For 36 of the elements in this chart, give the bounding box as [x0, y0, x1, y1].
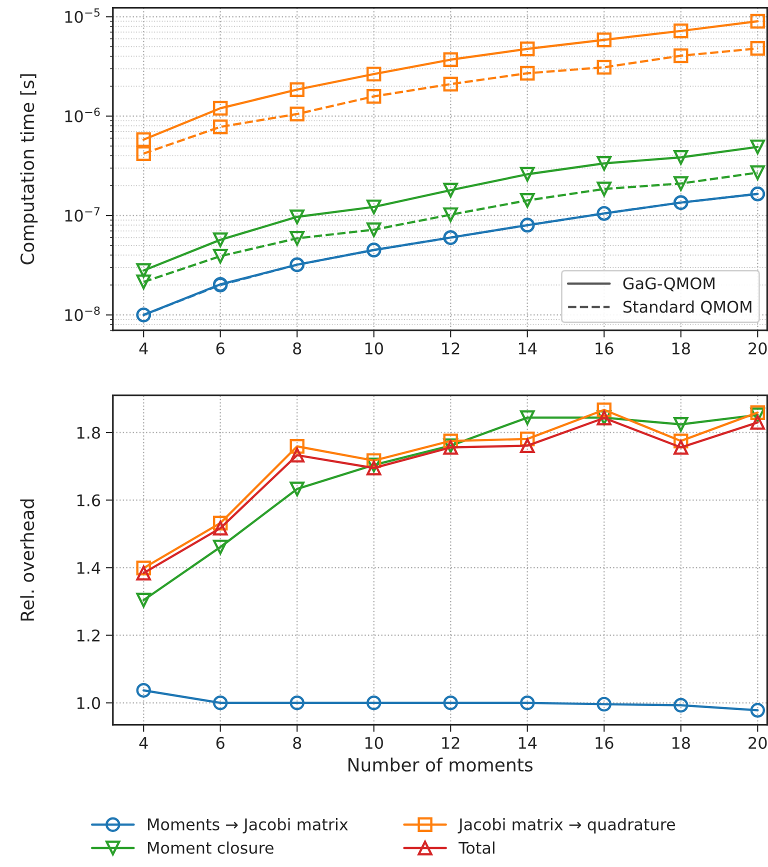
y-tick-label: 10$^{−8}$ [65, 306, 100, 322]
legend-label: GaG-QMOM [623, 277, 714, 292]
x-tick-label: 16 [596, 342, 614, 354]
y-tick-label: 1.6 [77, 494, 100, 506]
legend-label: Total [458, 842, 494, 854]
x-tick-label: 14 [518, 737, 537, 749]
x-tick-label: 14 [518, 342, 537, 354]
x-tick-label: 20 [748, 736, 767, 749]
y-tick-label: 1.0 [77, 697, 100, 710]
x-tick-label: 20 [748, 342, 767, 354]
x-tick-label: 8 [293, 342, 302, 354]
x-tick-label: 6 [216, 342, 224, 354]
x-tick-label: 12 [442, 342, 460, 354]
legend-label: Jacobi matrix → quadrature [458, 818, 676, 834]
legend-label: Standard QMOM [623, 300, 752, 315]
x-axis-title: Number of moments [348, 758, 533, 772]
y-tick-label: 1.8 [77, 426, 100, 439]
legend-label: Moment closure [148, 842, 274, 854]
y-axis-title: Computation time [s] [20, 74, 38, 264]
y-tick-label: 10$^{−5}$ [65, 8, 100, 23]
x-tick-label: 12 [442, 736, 460, 749]
x-tick-label: 10 [365, 342, 383, 354]
x-tick-label: 4 [139, 737, 148, 749]
legend-label: Moments → Jacobi matrix [148, 818, 348, 834]
x-tick-label: 6 [216, 736, 224, 749]
y-tick-label: 1.2 [77, 629, 100, 642]
x-tick-label: 18 [672, 736, 690, 749]
x-tick-label: 10 [365, 736, 383, 749]
x-tick-label: 16 [596, 736, 614, 749]
x-tick-label: 4 [139, 342, 148, 354]
y-tick-label: 1.4 [77, 562, 100, 574]
x-tick-label: 18 [672, 342, 690, 354]
x-tick-label: 8 [293, 736, 302, 749]
y-axis-title: Rel. overhead [20, 500, 34, 620]
y-tick-label: 10$^{−6}$ [65, 108, 100, 122]
y-tick-label: 10$^{−7}$ [65, 207, 100, 222]
